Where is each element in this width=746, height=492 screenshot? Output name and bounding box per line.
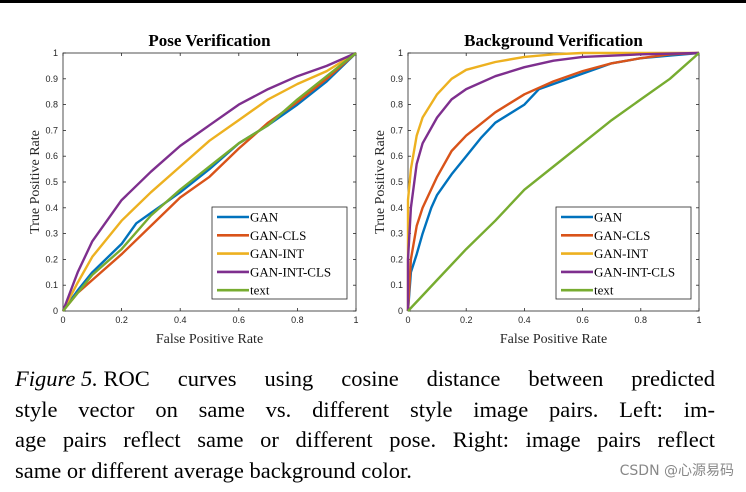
legend-label: text (594, 283, 614, 298)
y-tick-label: 0.3 (390, 229, 403, 239)
caption-text: ROC curves using cosine distance between… (103, 366, 715, 391)
legend-box (211, 206, 348, 300)
y-tick-label: 0.8 (390, 100, 403, 110)
x-tick-label: 0.8 (635, 315, 648, 325)
x-tick-label: 0.2 (115, 315, 128, 325)
x-axis-label: False Positive Rate (156, 332, 263, 347)
series-line-text (62, 52, 357, 312)
chart-pose: Pose Verification False Positive Rate True… (28, 31, 359, 347)
y-tick-label: 0.8 (45, 100, 58, 110)
x-tick-label: 0.4 (518, 315, 531, 325)
top-rule (0, 0, 746, 3)
legend-label: GAN-CLS (250, 228, 306, 243)
y-tick-label: 0.9 (390, 74, 403, 84)
y-tick-label: 1 (53, 48, 58, 58)
y-tick-label: 0.2 (390, 254, 403, 264)
legend-label: GAN (594, 210, 623, 225)
x-tick-label: 0.6 (576, 315, 589, 325)
figure-caption: Figure 5. ROC curves using cosine distan… (15, 364, 715, 486)
series-line-gan-cls (406, 51, 700, 312)
x-tick-label: 0.6 (233, 315, 246, 325)
y-tick-label: 0.9 (45, 74, 58, 84)
series-line-gan-cls (62, 52, 357, 312)
legend-label: GAN (250, 210, 279, 225)
y-tick-label: 0.2 (45, 254, 58, 264)
chart-background: Background Verification False Positive Ra… (373, 31, 702, 347)
caption-label: Figure 5. (15, 366, 98, 391)
x-tick-label: 0.2 (460, 315, 473, 325)
caption-line-4: same or different average background col… (15, 456, 715, 487)
y-tick-label: 0.3 (45, 229, 58, 239)
y-tick-label: 1 (398, 48, 403, 58)
legend-label: GAN-INT-CLS (594, 264, 675, 279)
roc-figure: Pose Verification False Positive Rate True… (28, 31, 702, 347)
legend-label: GAN-CLS (594, 228, 650, 243)
x-axis-label: False Positive Rate (500, 332, 607, 347)
watermark: CSDN @心源易码 (619, 463, 734, 479)
legend: GAN GAN-CLS GAN-INT GAN-INT-CLS text (555, 206, 692, 300)
chart-title: Pose Verification (148, 31, 271, 50)
y-tick-label: 0.4 (390, 203, 403, 213)
y-tick-label: 0 (53, 306, 58, 316)
y-tick-label: 0.5 (45, 177, 58, 187)
legend-label: GAN-INT-CLS (250, 264, 331, 279)
y-tick-label: 0.5 (390, 177, 403, 187)
y-tick-label: 0.4 (45, 203, 58, 213)
y-axis-label: True Positive Rate (373, 130, 388, 234)
legend-label: text (250, 283, 270, 298)
legend-label: GAN-INT (594, 246, 648, 261)
series-line-gan (62, 52, 357, 312)
chart-title: Background Verification (464, 31, 643, 50)
y-tick-label: 0.6 (390, 151, 403, 161)
y-tick-label: 0.7 (45, 125, 58, 135)
x-tick-label: 0.4 (174, 315, 187, 325)
x-tick-label: 1 (696, 315, 701, 325)
legend-label: GAN-INT (250, 246, 304, 261)
x-tick-label: 0.8 (291, 315, 304, 325)
caption-text: style vector on same vs. different style… (15, 396, 715, 422)
caption-text: same or different average background col… (15, 457, 412, 483)
caption-line-3: age pairs reflect same or different pose… (15, 425, 715, 456)
y-tick-label: 0 (398, 306, 403, 316)
caption-text: age pairs reflect same or different pose… (15, 427, 715, 452)
series-line-gan-int (406, 51, 699, 311)
y-axis-label: True Positive Rate (28, 130, 43, 234)
y-tick-label: 0.7 (390, 125, 403, 135)
x-tick-label: 0 (60, 315, 65, 325)
y-tick-label: 0.1 (390, 280, 403, 290)
y-tick-label: 0.1 (45, 280, 58, 290)
x-tick-label: 0 (405, 315, 410, 325)
caption-line-1: Figure 5. ROC curves using cosine distan… (15, 364, 715, 395)
x-tick-label: 1 (353, 315, 358, 325)
series-line-gan-int-cls (61, 51, 357, 312)
y-tick-label: 0.6 (45, 151, 58, 161)
series-line-gan-int (61, 51, 357, 312)
series-line-gan-int-cls (406, 51, 700, 311)
caption-line-2: style vector on same vs. different style… (15, 395, 715, 426)
series-line-text (407, 52, 700, 312)
legend: GAN GAN-CLS GAN-INT GAN-INT-CLS text (211, 206, 348, 300)
